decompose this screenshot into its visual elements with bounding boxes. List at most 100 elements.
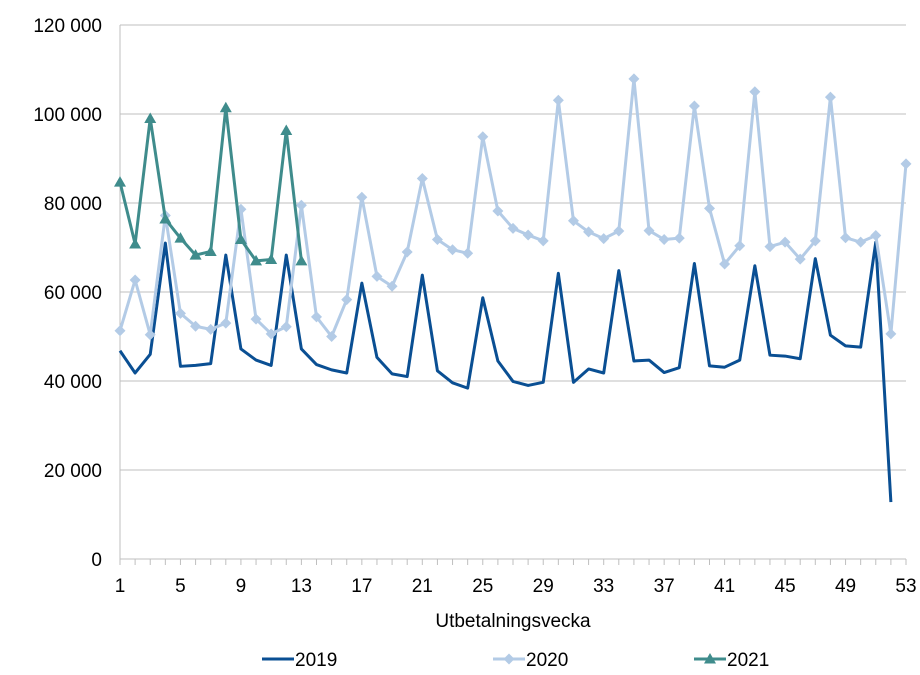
data-point-2020 [220,317,232,329]
legend-label: 2019 [295,650,337,671]
data-point-2020 [371,270,383,282]
x-tick-label: 17 [351,576,372,597]
data-point-2020 [114,325,126,337]
series-line-2021 [118,106,303,263]
data-point-2020 [794,253,806,265]
data-point-2020 [628,73,640,85]
data-point-2020 [129,274,141,286]
data-point-2021 [265,253,278,265]
data-point-2021 [234,233,247,244]
data-point-2021 [159,213,172,224]
data-point-2020 [144,329,156,341]
series-2019 [118,240,893,503]
y-axis-tick-labels: 0 20 000 40 000 60 000 80 000 100 000 120 000 [33,16,102,571]
x-tick-label: 53 [895,576,916,597]
data-point-2020 [688,100,700,112]
data-point-2020 [507,222,519,234]
x-tick-label: 21 [412,576,433,597]
y-tick-label: 60 000 [44,283,102,304]
data-point-2020 [840,232,852,244]
data-point-2020 [431,233,443,245]
x-tick-label: 5 [175,576,186,597]
data-point-2020 [250,313,262,325]
data-point-2021 [204,245,217,257]
y-tick-label: 80 000 [44,194,102,215]
data-point-2020 [311,311,322,323]
data-point-2020 [386,280,398,292]
data-point-2020 [900,158,912,170]
data-point-2020 [583,226,595,238]
data-point-2020 [734,240,746,252]
series-2021 [114,101,308,266]
data-point-2020 [462,247,474,259]
data-point-2020 [190,320,202,332]
legend-item-2021: 2021 [694,650,769,671]
data-point-2020 [719,258,731,270]
data-point-2020 [341,294,353,306]
data-point-2020 [885,328,897,340]
data-point-2020 [537,235,549,247]
data-point-2020 [295,199,307,211]
data-point-2020 [809,235,821,247]
data-point-2020 [205,323,217,335]
legend-item-2020: 2020 [493,650,568,671]
data-point-2021 [189,249,202,260]
legend-label: 2021 [727,650,769,671]
series-2020 [114,73,912,342]
x-tick-label: 41 [714,576,735,597]
data-point-2020 [824,91,836,103]
y-tick-label: 120 000 [33,16,102,37]
data-point-2020 [779,236,791,248]
data-point-2020 [447,244,459,256]
data-point-2021 [250,254,263,266]
x-axis-title: Utbetalningsvecka [435,611,591,632]
data-point-2020 [567,215,579,227]
legend-marker [704,653,716,664]
y-tick-label: 20 000 [44,461,102,482]
data-point-2020 [704,202,715,214]
data-point-2020 [356,191,368,203]
data-point-2020 [401,246,413,258]
data-point-2020 [552,94,564,106]
data-point-2020 [492,205,504,217]
legend-item-2019: 2019 [262,650,337,671]
data-point-2020 [643,225,655,237]
y-tick-label: 40 000 [44,372,102,393]
y-tick-label: 0 [91,550,102,571]
data-point-2020 [326,331,338,342]
data-point-2021 [114,176,126,187]
data-point-2020 [870,229,882,241]
data-point-2020 [598,233,610,245]
data-point-2020 [613,225,625,237]
data-point-2020 [749,86,761,98]
data-point-2021 [144,112,157,123]
data-point-2020 [764,241,776,253]
x-axis-tick-labels: 1 5 9 13 17 21 25 29 33 37 41 45 49 53 [115,576,917,597]
series-line-2019 [118,240,893,503]
x-tick-label: 49 [835,576,856,597]
series-layer [114,73,912,503]
data-point-2021 [280,124,293,135]
data-point-2021 [219,101,232,113]
axes [119,25,907,565]
data-point-2020 [477,131,489,143]
x-tick-label: 25 [472,576,493,597]
data-point-2020 [280,321,292,333]
x-tick-label: 9 [236,576,247,597]
x-tick-label: 29 [533,576,554,597]
data-point-2020 [416,173,428,185]
data-point-2021 [129,237,142,249]
data-point-2021 [174,232,187,243]
data-point-2020 [658,233,670,245]
data-point-2020 [174,307,186,319]
legend: 2019 2020 2021 [262,650,769,671]
legend-label: 2020 [526,650,568,671]
x-tick-label: 33 [593,576,614,597]
legend-marker [503,653,515,665]
x-tick-label: 13 [291,576,312,597]
x-tick-label: 1 [115,576,126,597]
x-tick-label: 45 [775,576,796,597]
data-point-2020 [673,232,685,244]
x-tick-label: 37 [654,576,675,597]
